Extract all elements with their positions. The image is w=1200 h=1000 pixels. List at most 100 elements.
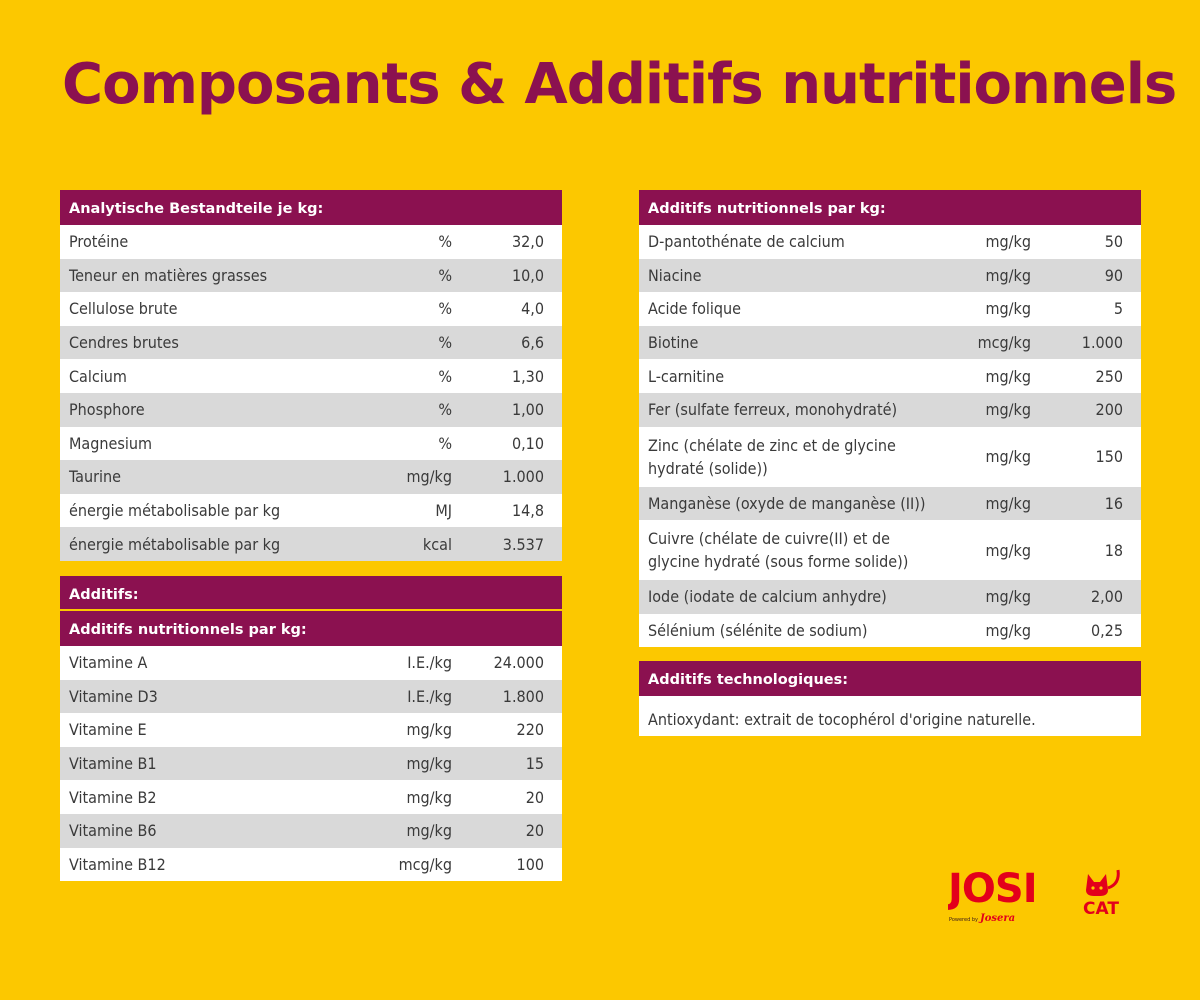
row-name-line1: Zinc (chélate de zinc et de glycine — [648, 435, 896, 455]
nutri-table: D-pantothénate de calcium mg/kg 50 Niacine… — [639, 225, 1141, 648]
row-name: Vitamine A — [69, 653, 148, 673]
row-unit: % — [438, 232, 452, 252]
row-value: 6,6 — [521, 333, 544, 353]
row-name: L-carnitine — [648, 366, 725, 386]
table-row: Magnesium% 0,10 — [60, 426, 562, 461]
row-name: Iode (iodate de calcium anhydre) — [648, 587, 887, 607]
row-unit: mcg/kg — [977, 333, 1031, 353]
table-row: Fer (sulfate ferreux, monohydraté) mg/kg 2… — [639, 392, 1141, 427]
table-row: Cendres brutes% 6,6 — [60, 325, 562, 360]
row-unit: % — [438, 433, 452, 453]
row-name: Vitamine B6 — [69, 821, 157, 841]
row-unit: mg/kg — [985, 540, 1032, 560]
row-value: 220 — [516, 720, 544, 740]
row-unit: mg/kg — [406, 821, 453, 841]
row-value: 20 — [525, 821, 544, 841]
row-unit: mg/kg — [406, 720, 453, 740]
table-row: Vitamine B12 mcg/kg 100 — [60, 847, 562, 882]
vitamins-header: Additifs nutritionnels par kg: — [60, 611, 562, 646]
row-unit: mg/kg — [406, 467, 453, 487]
table-row: Acide folique mg/kg 5 — [639, 292, 1141, 326]
page-title: Composants & Additifs nutritionnels — [62, 52, 1177, 117]
table-row: énergie métabolisable par kg kcal 3.537 — [60, 527, 562, 561]
vitamins-block: Additifs: Additifs nutritionnels par kg:… — [60, 576, 562, 882]
table-row: Protéine% 32,0 — [60, 225, 562, 259]
row-value: 1.000 — [1081, 333, 1123, 353]
row-name: énergie métabolisable par kg — [69, 501, 281, 521]
table-row: D-pantothénate de calcium mg/kg 50 — [639, 225, 1141, 259]
analytic-header: Analytische Bestandteile je kg: — [60, 190, 562, 225]
row-name: D-pantothénate de calcium — [648, 232, 845, 252]
row-unit: % — [438, 265, 452, 285]
row-value: 3.537 — [502, 534, 544, 554]
josicat-logo-graphic: JOSI CAT Powered by Josera — [945, 866, 1120, 924]
row-value: 32,0 — [511, 232, 544, 252]
row-name: Biotine — [648, 333, 699, 353]
table-row: Cellulose brute% 4,0 — [60, 292, 562, 326]
table-row: Sélénium (sélénite de sodium) mg/kg 0,25 — [639, 613, 1141, 648]
josicat-logo: JOSI CAT Powered by Josera — [945, 862, 1128, 932]
table-row: Vitamine B6 mg/kg 20 — [60, 813, 562, 848]
row-unit: mg/kg — [985, 493, 1032, 513]
row-name: Vitamine B2 — [69, 787, 157, 807]
table-row: énergie métabolisable par kg MJ 14,8 — [60, 493, 562, 528]
row-name: Cuivre (chélate de cuivre(II) et de glyci… — [639, 527, 931, 573]
row-name: Vitamine B1 — [69, 754, 157, 774]
row-name: Vitamine D3 — [69, 686, 158, 706]
tech-header: Additifs technologiques: — [639, 661, 1141, 696]
row-name: Cellulose brute — [69, 299, 178, 319]
row-value: 5 — [1113, 299, 1123, 319]
right-tables: Additifs nutritionnels par kg: D-pantoth… — [639, 190, 1141, 648]
row-value: 14,8 — [511, 501, 544, 521]
row-name: Niacine — [648, 265, 702, 285]
row-unit: mg/kg — [985, 265, 1032, 285]
row-value: 15 — [525, 754, 544, 774]
left-tables: Analytische Bestandteile je kg: Protéine… — [60, 190, 562, 561]
table-row: Niacine mg/kg 90 — [639, 258, 1141, 293]
row-unit: MJ — [435, 501, 452, 521]
table-row: Vitamine B2 mg/kg 20 — [60, 780, 562, 814]
row-value: 16 — [1104, 493, 1123, 513]
row-name: Sélénium (sélénite de sodium) — [648, 621, 868, 641]
row-name-line1: Cuivre (chélate de cuivre(II) et de — [648, 529, 890, 549]
row-name: Fer (sulfate ferreux, monohydraté) — [648, 400, 898, 420]
logo-brand: JOSI — [948, 866, 1037, 912]
row-value: 0,25 — [1090, 621, 1123, 641]
row-name: Vitamine B12 — [69, 854, 166, 874]
tech-block: Additifs technologiques: Antioxydant: ex… — [639, 661, 1141, 736]
row-name: Protéine — [69, 232, 129, 252]
table-row: Calcium% 1,30 — [60, 359, 562, 393]
cat-silhouette-icon — [1086, 869, 1120, 896]
row-name: Taurine — [69, 467, 121, 487]
row-name: Cendres brutes — [69, 333, 179, 353]
row-value: 100 — [516, 854, 544, 874]
row-value: 1,30 — [511, 366, 544, 386]
table-row: Iode (iodate de calcium anhydre) mg/kg 2,0… — [639, 580, 1141, 614]
row-name: Magnesium — [69, 433, 153, 453]
table-row: L-carnitine mg/kg 250 — [639, 359, 1141, 393]
row-value: 2,00 — [1090, 587, 1123, 607]
row-name: Zinc (chélate de zinc et de glycine hydra… — [639, 434, 931, 480]
row-value: 250 — [1095, 366, 1123, 386]
row-name: Manganèse (oxyde de manganèse (II)) — [648, 493, 926, 513]
row-unit: mg/kg — [985, 299, 1032, 319]
table-row: Taurine mg/kg 1.000 — [60, 460, 562, 494]
row-value: 50 — [1104, 232, 1123, 252]
row-name: Phosphore — [69, 400, 145, 420]
table-row: Zinc (chélate de zinc et de glycine hydra… — [639, 426, 1141, 487]
table-row: Phosphore% 1,00 — [60, 392, 562, 427]
row-unit: mg/kg — [985, 447, 1032, 467]
row-unit: mg/kg — [406, 754, 453, 774]
row-unit: I.E./kg — [407, 686, 452, 706]
row-unit: mg/kg — [985, 366, 1032, 386]
row-name: Acide folique — [648, 299, 742, 319]
row-name-line2: glycine hydraté (sous forme solide)) — [648, 552, 909, 572]
row-value: 1.000 — [502, 467, 544, 487]
additifs-header: Additifs: — [60, 576, 562, 611]
table-row: Cuivre (chélate de cuivre(II) et de glyci… — [639, 520, 1141, 581]
row-unit: % — [438, 299, 452, 319]
row-value: 20 — [525, 787, 544, 807]
analytic-table: Protéine% 32,0 Teneur en matières grasses… — [60, 225, 562, 561]
logo-suffix: CAT — [1083, 899, 1119, 919]
nutri-header: Additifs nutritionnels par kg: — [639, 190, 1141, 225]
